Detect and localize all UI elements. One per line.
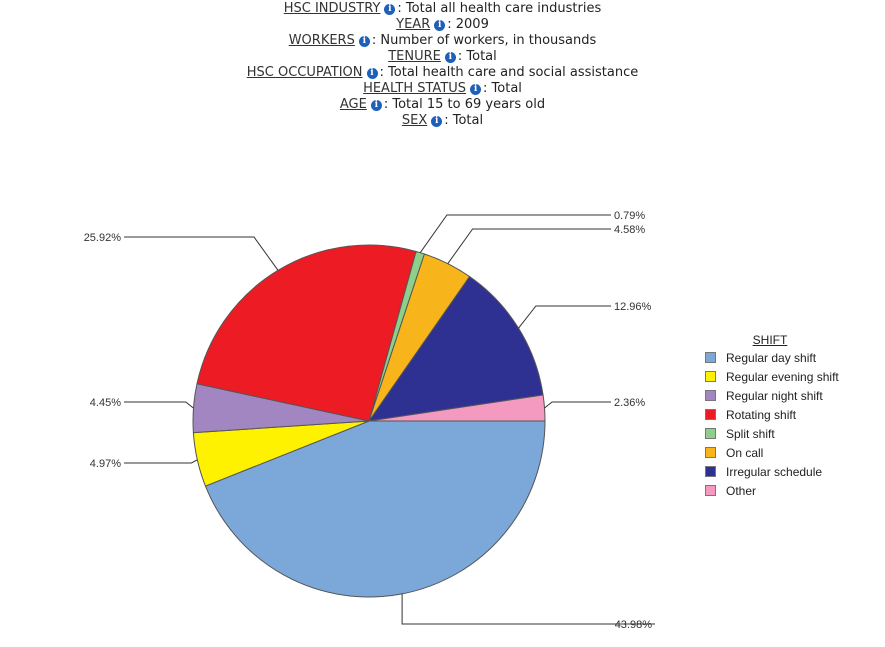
leader-line xyxy=(124,236,279,271)
legend-swatch xyxy=(705,485,716,496)
pie-slice[interactable] xyxy=(204,420,546,598)
leader-line xyxy=(419,214,611,253)
info-icon[interactable]: i xyxy=(384,4,396,15)
legend-label: On call xyxy=(726,446,764,460)
legend-item[interactable]: Rotating shift xyxy=(705,406,839,425)
legend: SHIFT Regular day shift Regular evening s… xyxy=(705,333,839,501)
info-icon[interactable]: i xyxy=(434,20,446,31)
filter-value: Total xyxy=(491,81,522,96)
filter-separator: : xyxy=(483,81,492,96)
leader-line xyxy=(518,305,611,329)
slice-label: 4.45% xyxy=(90,397,121,409)
info-icon[interactable]: i xyxy=(370,100,382,111)
legend-title[interactable]: SHIFT xyxy=(752,333,788,347)
legend-swatch xyxy=(705,371,716,382)
legend-label: Rotating shift xyxy=(726,408,797,422)
legend-label: Irregular schedule xyxy=(726,465,823,479)
filter-name-link[interactable]: HSC OCCUPATION xyxy=(246,65,363,80)
filter-separator: : xyxy=(379,65,389,80)
leader-line xyxy=(401,593,655,625)
filter-value: Total all health care industries xyxy=(405,1,602,16)
filter-name-link[interactable]: YEAR xyxy=(396,17,431,32)
legend-swatch xyxy=(705,409,716,420)
legend-swatch xyxy=(705,466,716,477)
pie-slices xyxy=(192,244,546,598)
leader-line xyxy=(124,459,198,464)
filter-row: HSC OCCUPATION i: Total health care and s… xyxy=(0,65,885,81)
filter-name-link[interactable]: WORKERS xyxy=(288,33,355,48)
filter-row: WORKERS i: Number of workers, in thousand… xyxy=(0,33,885,49)
legend-label: Regular night shift xyxy=(726,389,823,403)
filter-summary: HSC INDUSTRY i: Total all health care ind… xyxy=(0,1,885,129)
filter-value: Total health care and social assistance xyxy=(388,65,639,80)
legend-item[interactable]: Regular night shift xyxy=(705,387,839,406)
filter-separator: : xyxy=(383,97,393,112)
pie-slice[interactable] xyxy=(367,275,544,422)
legend-swatch xyxy=(705,390,716,401)
filter-row: YEAR i: 2009 xyxy=(0,17,885,33)
slice-label: 4.58% xyxy=(614,224,645,236)
leader-lines xyxy=(124,214,655,625)
legend-label: Regular evening shift xyxy=(726,370,839,384)
filter-name-link[interactable]: TENURE xyxy=(388,49,441,64)
filter-separator: : xyxy=(444,113,453,128)
slice-label: 43.98% xyxy=(615,619,653,631)
info-icon[interactable]: i xyxy=(358,36,370,47)
filter-row: HEALTH STATUS i: Total xyxy=(0,81,885,97)
filter-row: TENURE i: Total xyxy=(0,49,885,65)
legend-item[interactable]: On call xyxy=(705,444,839,463)
filter-value: Total xyxy=(452,113,484,128)
legend-label: Split shift xyxy=(726,427,775,441)
filter-separator: : xyxy=(447,17,456,32)
filter-name-link[interactable]: SEX xyxy=(401,113,428,128)
filter-value: 2009 xyxy=(455,17,489,32)
slice-label: 0.79% xyxy=(614,210,645,222)
filter-value: Total 15 to 69 years old xyxy=(392,97,546,112)
legend-item[interactable]: Split shift xyxy=(705,425,839,444)
leader-line xyxy=(544,401,611,409)
pie-slice[interactable] xyxy=(196,244,417,422)
slice-label: 12.96% xyxy=(614,301,652,313)
info-icon[interactable]: i xyxy=(470,84,482,95)
info-icon[interactable]: i xyxy=(366,68,378,79)
legend-item[interactable]: Regular day shift xyxy=(705,349,839,368)
legend-swatch xyxy=(705,428,716,439)
filter-value: Total xyxy=(466,49,497,64)
filter-separator: : xyxy=(371,33,381,48)
filter-value: Number of workers, in thousands xyxy=(380,33,597,48)
filter-row: SEX i: Total xyxy=(0,113,885,129)
leader-line xyxy=(124,401,194,409)
filter-name-link[interactable]: AGE xyxy=(339,97,367,112)
filter-row: AGE i: Total 15 to 69 years old xyxy=(0,97,885,113)
filter-separator: : xyxy=(457,49,467,64)
leader-line xyxy=(447,228,611,264)
legend-item[interactable]: Other xyxy=(705,482,839,501)
legend-label: Regular day shift xyxy=(726,351,817,365)
info-icon[interactable]: i xyxy=(444,52,456,63)
slice-label: 4.97% xyxy=(90,458,121,470)
legend-swatch xyxy=(705,447,716,458)
legend-swatch xyxy=(705,352,716,363)
legend-label: Other xyxy=(726,484,757,498)
legend-item[interactable]: Irregular schedule xyxy=(705,463,839,482)
slice-label: 2.36% xyxy=(614,397,645,409)
info-icon[interactable]: i xyxy=(431,116,443,127)
slice-labels: 43.98% 4.97% 4.45% 25.92% 0.79% 4.58% 12.96% 2.… xyxy=(84,210,653,631)
filter-name-link[interactable]: HEALTH STATUS xyxy=(363,81,467,96)
slice-label: 25.92% xyxy=(84,232,122,244)
legend-item[interactable]: Regular evening shift xyxy=(705,368,839,387)
filter-row: HSC INDUSTRY i: Total all health care ind… xyxy=(0,1,885,17)
filter-name-link[interactable]: HSC INDUSTRY xyxy=(283,1,381,16)
filter-separator: : xyxy=(397,1,406,16)
